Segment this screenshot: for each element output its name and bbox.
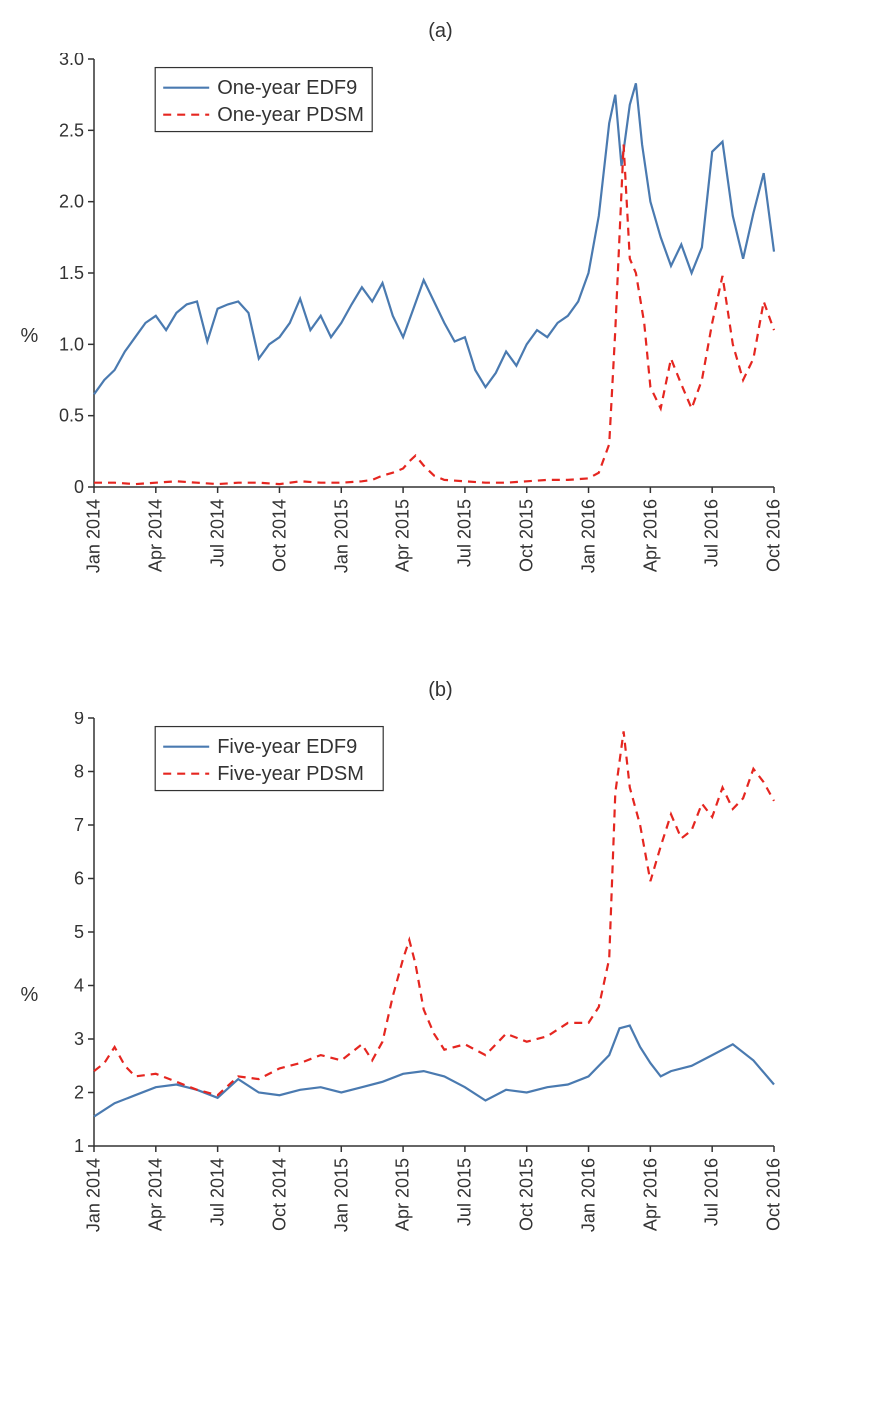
panel-a-title: (a) <box>21 20 861 43</box>
panel-a: (a) % 0 0.5 1.0 1.5 2.0 2.5 3.0 One-year EDF9 On… <box>21 20 861 619</box>
ytick-label: 4 <box>74 976 84 996</box>
xtick-label: Jul 2014 <box>207 499 228 567</box>
xtick-label: Oct 2016 <box>764 499 785 572</box>
ytick-label: 1 <box>74 1136 84 1152</box>
series-line <box>94 145 774 485</box>
xtick-label: Oct 2016 <box>764 1158 785 1231</box>
xtick-label: Jan 2015 <box>331 1158 352 1232</box>
ytick-label: 2.5 <box>59 120 84 140</box>
xtick-label: Apr 2014 <box>146 1158 167 1231</box>
ytick-label: 1.5 <box>59 263 84 283</box>
xtick-label: Jan 2014 <box>84 1158 105 1232</box>
xtick-label: Oct 2015 <box>517 499 538 572</box>
ytick-label: 3.0 <box>59 53 84 69</box>
xtick-label: Jan 2016 <box>578 499 599 573</box>
ytick-label: 2 <box>74 1083 84 1103</box>
ytick-label: 8 <box>74 762 84 782</box>
panel-b-xticks: Jan 2014 Apr 2014 Jul 2014 Oct 2014 Jan 2015… <box>44 1158 784 1278</box>
panel-b-plot: 1 2 3 4 5 6 7 8 9 Five-year EDF9 Five-year PDSM <box>44 712 784 1152</box>
xtick-label: Oct 2014 <box>269 1158 290 1231</box>
ytick-label: 1.0 <box>59 334 84 354</box>
panel-b-ylabel: % <box>21 984 39 1007</box>
panel-a-ylabel: % <box>21 325 39 348</box>
ytick-label: 2.0 <box>59 192 84 212</box>
xtick-label: Jan 2016 <box>578 1158 599 1232</box>
ytick-label: 0 <box>74 477 84 493</box>
panel-a-xticks: Jan 2014 Apr 2014 Jul 2014 Oct 2014 Jan 2015… <box>44 499 784 619</box>
legend-label: One-year EDF9 <box>217 77 357 99</box>
legend-label: One-year PDSM <box>217 104 364 126</box>
xtick-label: Apr 2015 <box>393 1158 414 1231</box>
xtick-label: Apr 2016 <box>640 1158 661 1231</box>
xtick-label: Jan 2014 <box>84 499 105 573</box>
xtick-label: Jul 2015 <box>455 499 476 567</box>
ytick-label: 5 <box>74 922 84 942</box>
series-line <box>94 1026 774 1117</box>
panel-a-plot: 0 0.5 1.0 1.5 2.0 2.5 3.0 One-year EDF9 One-year… <box>44 53 784 493</box>
xtick-label: Jul 2015 <box>455 1158 476 1226</box>
ytick-label: 7 <box>74 815 84 835</box>
ytick-label: 9 <box>74 712 84 728</box>
panel-b: (b) % 1 2 3 4 5 6 7 8 9 Five-year EDF9 Five-year P… <box>21 679 861 1278</box>
legend-label: Five-year EDF9 <box>217 736 357 758</box>
ytick-label: 6 <box>74 869 84 889</box>
xtick-label: Jul 2014 <box>207 1158 228 1226</box>
panel-a-chart: % 0 0.5 1.0 1.5 2.0 2.5 3.0 One-year EDF9 One-ye… <box>21 53 861 619</box>
panel-b-chart: % 123456789Five-year EDF9Five-year PDSM … <box>21 712 861 1278</box>
xtick-label: Apr 2016 <box>640 499 661 572</box>
ytick-label: 3 <box>74 1029 84 1049</box>
xtick-label: Oct 2014 <box>269 499 290 572</box>
ytick-label: 0.5 <box>59 406 84 426</box>
figure: (a) % 0 0.5 1.0 1.5 2.0 2.5 3.0 One-year EDF9 On… <box>21 20 861 1278</box>
xtick-label: Jul 2016 <box>702 1158 723 1226</box>
chart-svg: 1 2 3 4 5 6 7 8 9 Five-year EDF9 Five-year PDSM <box>44 712 784 1152</box>
xtick-label: Apr 2015 <box>393 499 414 572</box>
panel-b-title: (b) <box>21 679 861 702</box>
legend-label: Five-year PDSM <box>217 763 364 785</box>
xtick-label: Apr 2014 <box>146 499 167 572</box>
xtick-label: Jul 2016 <box>702 499 723 567</box>
chart-svg: 0 0.5 1.0 1.5 2.0 2.5 3.0 One-year EDF9 One-year… <box>44 53 784 493</box>
xtick-label: Oct 2015 <box>517 1158 538 1231</box>
xtick-label: Jan 2015 <box>331 499 352 573</box>
